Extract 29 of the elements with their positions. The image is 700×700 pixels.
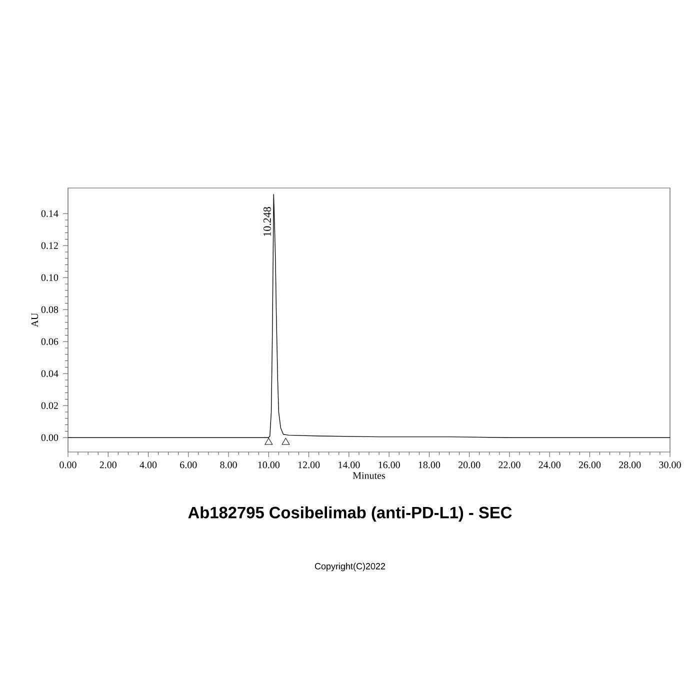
x-tick-label: 6.00 bbox=[180, 462, 197, 468]
x-tick-label: 0.00 bbox=[60, 462, 76, 468]
x-tick-label: 4.00 bbox=[140, 462, 157, 468]
x-tick-label: 10.00 bbox=[258, 462, 280, 468]
text: Copyright(C)2022 bbox=[314, 562, 386, 572]
x-axis-title: Minutes bbox=[352, 472, 386, 479]
x-tick-label: 2.00 bbox=[100, 462, 117, 468]
x-tick-label: 30.00 bbox=[659, 462, 681, 468]
x-tick-label: 26.00 bbox=[578, 462, 601, 468]
y-tick-label: 0.12 bbox=[41, 242, 58, 249]
y-tick-label: 0.14 bbox=[41, 210, 58, 217]
y-axis-title: AU bbox=[31, 312, 38, 328]
y-tick-label: 0.08 bbox=[41, 306, 58, 313]
x-tick-label: 22.00 bbox=[498, 462, 520, 468]
y-tick-label: 0.04 bbox=[41, 370, 58, 377]
x-tick-label: 28.00 bbox=[619, 462, 641, 468]
x-tick-label: 8.00 bbox=[220, 462, 237, 468]
x-tick-label: 14.00 bbox=[338, 462, 360, 468]
x-tick-label: 24.00 bbox=[538, 462, 560, 468]
y-tick-label: 0.10 bbox=[41, 274, 58, 281]
annotation: 10.248 bbox=[263, 207, 271, 236]
x-tick-label: 18.00 bbox=[418, 462, 440, 468]
y-tick-label: 0.06 bbox=[41, 338, 58, 345]
y-tick-label: 0.02 bbox=[41, 402, 58, 409]
x-tick-label: 20.00 bbox=[458, 462, 480, 468]
x-tick-label: 16.00 bbox=[378, 462, 400, 468]
text: Ab182795 Cosibelimab (anti-PD-L1) - SEC bbox=[188, 506, 512, 522]
x-tick-label: 12.00 bbox=[298, 462, 320, 468]
y-tick-label: 0.00 bbox=[41, 434, 58, 441]
